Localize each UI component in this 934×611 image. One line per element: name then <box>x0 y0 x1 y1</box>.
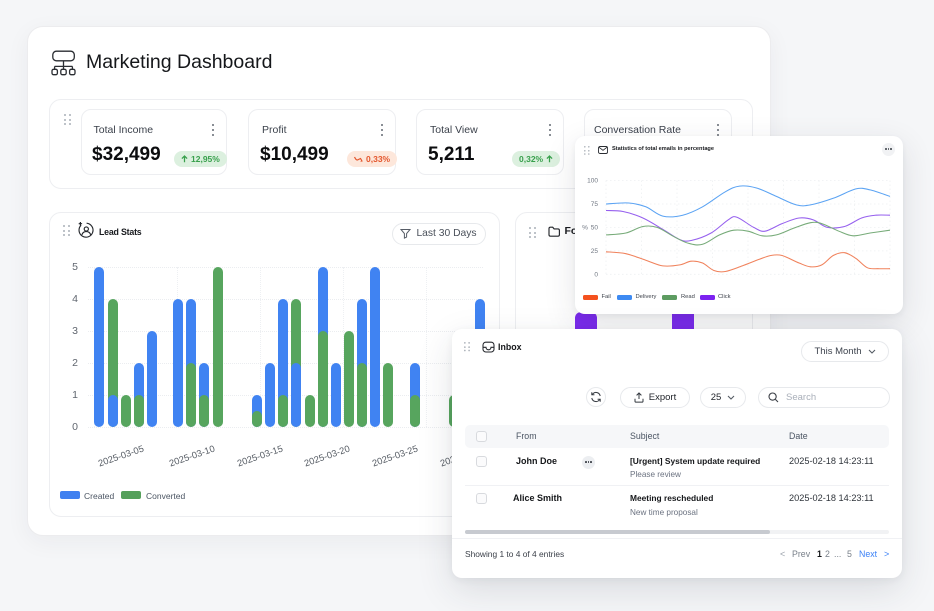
svg-text:100: 100 <box>587 178 598 185</box>
svg-text:50: 50 <box>591 224 599 231</box>
svg-text:75: 75 <box>591 201 599 208</box>
svg-text:25: 25 <box>591 248 599 255</box>
svg-text:%: % <box>582 224 588 231</box>
svg-text:0: 0 <box>594 271 598 278</box>
